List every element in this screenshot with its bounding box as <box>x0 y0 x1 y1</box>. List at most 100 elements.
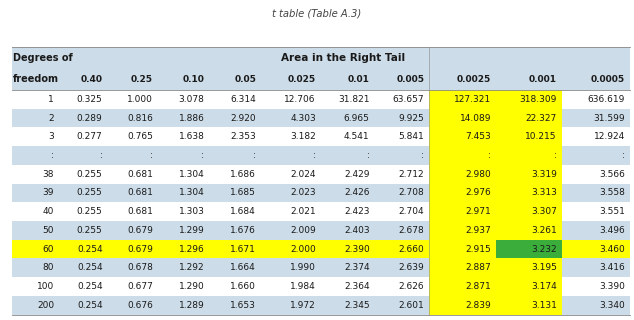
Text: 3.460: 3.460 <box>599 244 624 253</box>
Text: 2.429: 2.429 <box>344 170 370 179</box>
Text: 3.131: 3.131 <box>531 301 557 310</box>
Text: 1.296: 1.296 <box>179 244 204 253</box>
Text: 2.364: 2.364 <box>344 282 370 291</box>
Text: 2.009: 2.009 <box>290 226 316 235</box>
Bar <box>157 146 209 165</box>
Text: 3.416: 3.416 <box>599 263 624 272</box>
Bar <box>374 165 429 183</box>
Bar <box>157 221 209 240</box>
Bar <box>56 183 107 202</box>
Bar <box>157 109 209 127</box>
Text: 2.920: 2.920 <box>230 114 256 123</box>
Bar <box>562 90 630 109</box>
Text: 100: 100 <box>37 282 54 291</box>
Text: 2.403: 2.403 <box>344 226 370 235</box>
Text: :: : <box>488 151 491 160</box>
Bar <box>321 165 374 183</box>
Text: 2.639: 2.639 <box>398 263 424 272</box>
Bar <box>107 240 157 258</box>
Text: 39: 39 <box>42 188 54 197</box>
Bar <box>496 221 562 240</box>
Bar <box>374 296 429 315</box>
Text: 3.195: 3.195 <box>531 263 557 272</box>
Text: :: : <box>313 151 316 160</box>
Bar <box>429 165 496 183</box>
Text: 3.182: 3.182 <box>290 132 316 141</box>
Bar <box>429 109 496 127</box>
Bar <box>56 165 107 183</box>
Text: 1.660: 1.660 <box>230 282 256 291</box>
Text: 50: 50 <box>42 226 54 235</box>
Text: 0.277: 0.277 <box>77 132 103 141</box>
Text: :: : <box>150 151 153 160</box>
Text: 0.676: 0.676 <box>127 301 153 310</box>
Bar <box>260 90 321 109</box>
Text: 636.619: 636.619 <box>587 95 624 104</box>
Bar <box>209 202 260 221</box>
Bar <box>374 127 429 146</box>
Text: 3.319: 3.319 <box>531 170 557 179</box>
Text: 38: 38 <box>42 170 54 179</box>
Text: 1.000: 1.000 <box>127 95 153 104</box>
Bar <box>429 202 496 221</box>
Bar <box>107 183 157 202</box>
Bar <box>12 240 56 258</box>
Bar <box>260 277 321 296</box>
Bar <box>157 277 209 296</box>
Bar <box>56 202 107 221</box>
Text: 40: 40 <box>43 207 54 216</box>
Bar <box>321 127 374 146</box>
Bar <box>374 277 429 296</box>
Text: :: : <box>622 151 624 160</box>
Bar <box>157 183 209 202</box>
Bar <box>157 258 209 277</box>
Bar <box>56 109 107 127</box>
Text: 9.925: 9.925 <box>398 114 424 123</box>
Bar <box>209 258 260 277</box>
Text: 1.676: 1.676 <box>230 226 256 235</box>
Bar <box>562 202 630 221</box>
Bar <box>321 277 374 296</box>
Bar <box>260 127 321 146</box>
Bar <box>496 183 562 202</box>
Text: 3.558: 3.558 <box>599 188 624 197</box>
Bar <box>56 277 107 296</box>
Text: 2.374: 2.374 <box>344 263 370 272</box>
Bar <box>429 277 496 296</box>
Text: 2.704: 2.704 <box>399 207 424 216</box>
Bar <box>562 240 630 258</box>
Text: 2.626: 2.626 <box>399 282 424 291</box>
Bar <box>12 165 56 183</box>
Text: :: : <box>554 151 557 160</box>
Text: 5.841: 5.841 <box>398 132 424 141</box>
Bar <box>321 202 374 221</box>
Text: 0.10: 0.10 <box>183 75 204 84</box>
Text: 12.706: 12.706 <box>285 95 316 104</box>
Text: 0.25: 0.25 <box>131 75 153 84</box>
Text: 1.685: 1.685 <box>230 188 256 197</box>
Text: 0.679: 0.679 <box>127 226 153 235</box>
Bar <box>209 109 260 127</box>
Text: 14.089: 14.089 <box>460 114 491 123</box>
Bar <box>56 146 107 165</box>
Text: 3.078: 3.078 <box>179 95 204 104</box>
Text: 2.024: 2.024 <box>290 170 316 179</box>
Bar <box>562 221 630 240</box>
Bar <box>107 202 157 221</box>
Text: 1.638: 1.638 <box>179 132 204 141</box>
Bar <box>374 240 429 258</box>
Bar <box>562 109 630 127</box>
Bar <box>496 165 562 183</box>
Text: 0.681: 0.681 <box>127 170 153 179</box>
Text: 10.215: 10.215 <box>526 132 557 141</box>
Bar <box>209 296 260 315</box>
Text: :: : <box>100 151 103 160</box>
Text: 3.551: 3.551 <box>599 207 624 216</box>
Text: Area in the Right Tail: Area in the Right Tail <box>281 53 405 63</box>
Text: 0.289: 0.289 <box>77 114 103 123</box>
Text: 3: 3 <box>48 132 54 141</box>
Text: 3.340: 3.340 <box>599 301 624 310</box>
Text: 2.000: 2.000 <box>290 244 316 253</box>
Text: 0.0005: 0.0005 <box>591 75 624 84</box>
Text: 2.980: 2.980 <box>465 170 491 179</box>
